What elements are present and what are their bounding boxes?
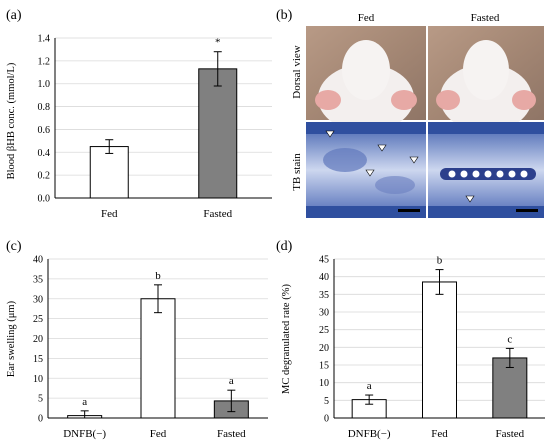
- chart-c-ylabel: Ear swelling (μm): [6, 300, 17, 377]
- chart-d-ytick-label: 25: [319, 325, 329, 336]
- panel-d-label: (d): [276, 239, 293, 254]
- chart-c-ytick-label: 40: [33, 255, 43, 266]
- chart-c-ytick-label: 30: [33, 294, 43, 305]
- chart-d-ytick-label: 5: [324, 396, 329, 407]
- chart-d-ytick-label: 40: [319, 272, 329, 283]
- chart-a-bar: [198, 68, 238, 199]
- chart-a-ytick-label: 0.8: [38, 102, 51, 113]
- chart-a-ytick-label: 0.6: [38, 125, 51, 136]
- chart-d-bar: [422, 281, 457, 419]
- chart-d-ytick-label: 35: [319, 290, 329, 301]
- photo-tb-fasted: [428, 122, 544, 218]
- chart-d-significance-label: b: [437, 255, 443, 267]
- chart-a-bar: [89, 146, 129, 199]
- chart-c: (c) Ear swelling (μm) 0 5 10 15 20 25 30 35 40 a D…: [6, 239, 268, 440]
- chart-d-ylabel: MC degranulated rate (%): [281, 284, 292, 394]
- panel-a-label: (a): [6, 8, 22, 23]
- chart-a-ytick-label: 0.2: [38, 171, 51, 182]
- chart-d-category-label: Fed: [431, 428, 448, 440]
- chart-a-category-label: Fed: [101, 208, 118, 220]
- panel-b-label: (b): [276, 8, 293, 23]
- chart-c-ytick-label: 15: [33, 354, 43, 365]
- chart-c-significance-label: a: [82, 396, 87, 408]
- chart-d-significance-label: a: [367, 380, 372, 392]
- chart-c-ytick-label: 0: [38, 414, 43, 425]
- photo-dorsal-fed: [306, 26, 426, 132]
- chart-d-significance-label: c: [507, 333, 512, 345]
- panel-b-row-dorsal: Dorsal view: [291, 45, 303, 99]
- chart-a: (a) Blood βHB conc. (mmol/L) 0.0 0.2 0.4 0.…: [6, 8, 272, 220]
- chart-c-significance-label: b: [155, 270, 161, 282]
- panel-c-label: (c): [6, 239, 22, 254]
- chart-a-category-label: Fasted: [203, 208, 232, 220]
- photo-tb-fed: [306, 122, 426, 218]
- photo-dorsal-fasted: [428, 26, 544, 132]
- chart-c-ytick-label: 5: [38, 394, 43, 405]
- chart-a-ytick-label: 1.0: [38, 79, 51, 90]
- chart-d-ytick-label: 20: [319, 343, 329, 354]
- panel-b-row-tb: TB stain: [291, 153, 303, 191]
- chart-a-significance-label: *: [215, 37, 221, 49]
- chart-c-ytick-label: 10: [33, 374, 43, 385]
- chart-a-ylabel: Blood βHB conc. (mmol/L): [6, 62, 17, 179]
- chart-c-category-label: DNFB(−): [63, 428, 106, 440]
- chart-a-ytick-label: 0.4: [38, 148, 51, 159]
- chart-d-category-label: Fasted: [495, 428, 524, 440]
- panel-b-col-fasted: Fasted: [471, 12, 500, 24]
- chart-d-ytick-label: 10: [319, 378, 329, 389]
- chart-a-ytick-label: 0.0: [38, 194, 51, 205]
- chart-d-ytick-label: 45: [319, 255, 329, 266]
- chart-c-significance-label: a: [229, 375, 234, 387]
- chart-c-ytick-label: 20: [33, 334, 43, 345]
- chart-a-ytick-label: 1.4: [38, 34, 51, 45]
- chart-c-category-label: Fed: [150, 428, 167, 440]
- chart-d-category-label: DNFB(−): [348, 428, 391, 440]
- panel-b-col-fed: Fed: [358, 12, 375, 24]
- chart-d: (d) MC degranulated rate (%) 0 5 10 15 20 25 3…: [276, 239, 545, 440]
- chart-c-category-label: Fasted: [217, 428, 246, 440]
- panel-b: (b) Fed Fasted Dorsal view TB stain: [276, 8, 544, 218]
- chart-a-ytick-label: 1.2: [38, 56, 51, 67]
- chart-c-ytick-label: 35: [33, 274, 43, 285]
- chart-d-ytick-label: 15: [319, 361, 329, 372]
- chart-d-ytick-label: 0: [324, 414, 329, 425]
- chart-c-bar: [140, 298, 176, 419]
- chart-d-ytick-label: 30: [319, 308, 329, 319]
- chart-c-ytick-label: 25: [33, 314, 43, 325]
